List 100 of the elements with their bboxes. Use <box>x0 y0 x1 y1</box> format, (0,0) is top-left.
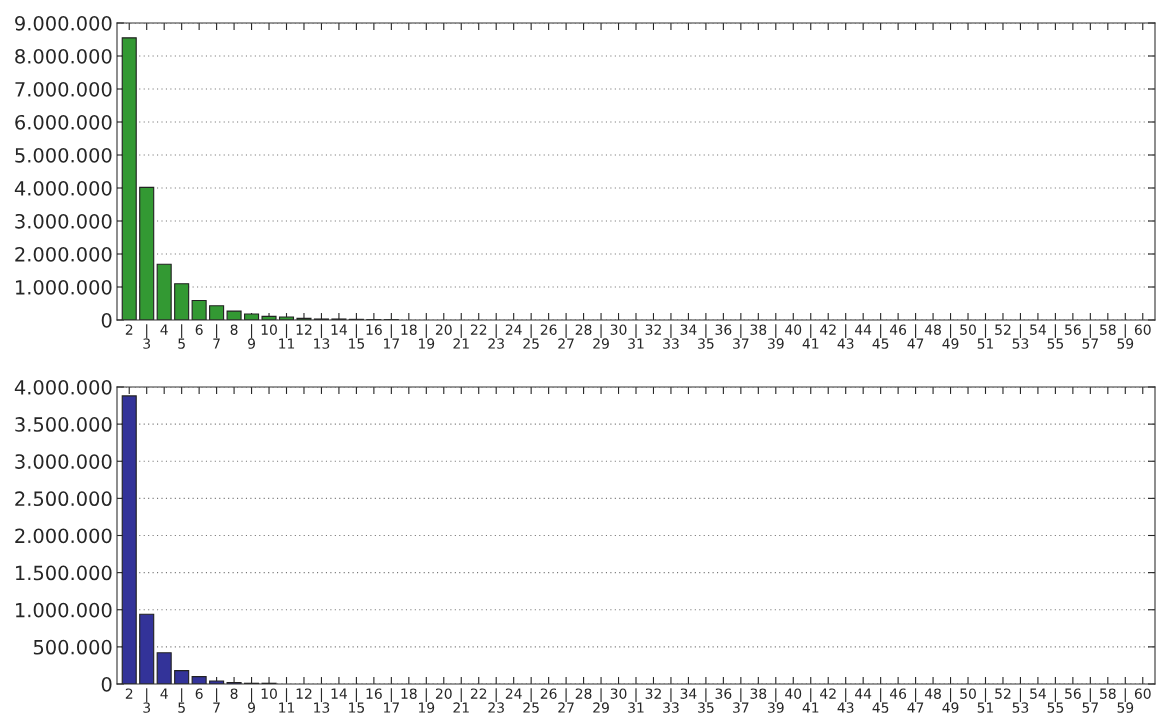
x-tick-label: 48 <box>924 324 941 335</box>
y-tick-label: 3.000.000 <box>15 213 112 229</box>
y-tick-label: 7.000.000 <box>15 81 112 97</box>
x-tick-label: | 59 <box>1117 688 1134 713</box>
x-tick-label: 58 <box>1100 688 1116 699</box>
x-tick-label: 40 <box>785 324 802 335</box>
x-tick-label: | 55 <box>1047 688 1064 713</box>
x-tick-label: | 39 <box>768 688 784 713</box>
x-tick-label: 26 <box>540 324 557 335</box>
x-tick-label: 32 <box>645 688 661 699</box>
x-tick-label: 56 <box>1065 324 1081 335</box>
x-tick-label: 50 <box>960 688 976 699</box>
y-tick-label: 500.000 <box>33 639 112 655</box>
y-tick-label: 3.500.000 <box>15 417 112 432</box>
x-tick-label: | 47 <box>907 688 924 713</box>
x-tick-label: | 41 <box>802 688 819 713</box>
y-tick-label: 1.000.000 <box>16 279 112 295</box>
x-tick-label: 10 <box>261 688 277 699</box>
x-tick-label: 30 <box>610 688 627 699</box>
x-tick-label: 52 <box>995 688 1011 699</box>
x-tick-label: 8 <box>230 324 238 335</box>
x-tick-label: 46 <box>889 688 907 699</box>
x-tick-label: | 35 <box>698 688 714 713</box>
x-tick-label: | 11 <box>279 688 295 713</box>
x-tick-label: 22 <box>470 688 487 699</box>
x-tick-label: | 35 <box>698 324 714 349</box>
x-tick-label: 28 <box>575 324 592 335</box>
x-tick-label: | 27 <box>558 688 574 713</box>
x-tick-label: 26 <box>540 688 557 699</box>
x-tick-label: | 7 <box>213 324 220 349</box>
x-tick-label: | 17 <box>384 324 399 349</box>
x-tick-label: | 51 <box>977 324 994 349</box>
x-tick-label: 18 <box>401 688 417 699</box>
x-tick-label: | 49 <box>942 688 959 713</box>
x-tick-label: 30 <box>610 324 627 335</box>
y-tick-label: 5.000.000 <box>15 147 112 163</box>
x-tick-label: | 39 <box>768 324 784 349</box>
x-tick-label: | 41 <box>802 324 819 349</box>
x-tick-label: | 53 <box>1012 324 1029 349</box>
x-tick-label: 24 <box>505 688 522 699</box>
x-tick-label: 16 <box>366 688 382 699</box>
x-tick-label: 24 <box>505 324 522 335</box>
y-tick-label: 6.000.000 <box>15 114 112 130</box>
x-tick-label: | 13 <box>314 324 330 349</box>
x-tick-label: | 21 <box>453 324 469 349</box>
x-tick-label: | 55 <box>1047 324 1064 349</box>
x-tick-label: 60 <box>1134 324 1151 335</box>
x-tick-label: 36 <box>715 324 732 335</box>
y-tick-label: 2.000.000 <box>15 246 112 262</box>
y-tick-label: 4.000.000 <box>14 180 112 196</box>
y-tick-label: 2.000.000 <box>15 528 112 544</box>
x-tick-label: 6 <box>195 324 203 335</box>
x-tick-label: | 49 <box>942 324 959 349</box>
x-tick-label: 36 <box>715 688 732 699</box>
x-tick-label: | 37 <box>733 688 749 713</box>
x-tick-label: 38 <box>750 688 767 699</box>
y-tick-label: 1.500.000 <box>16 565 112 581</box>
x-tick-label: | 53 <box>1012 688 1029 713</box>
y-tick-label: 0 <box>101 676 112 692</box>
x-tick-label: 2 <box>125 688 133 699</box>
x-tick-label: 20 <box>435 688 452 699</box>
x-tick-label: | 51 <box>977 688 994 713</box>
x-tick-label: 44 <box>855 688 872 699</box>
x-tick-label: | 23 <box>488 688 504 713</box>
x-tick-label: | 21 <box>453 688 469 713</box>
x-tick-label: | 47 <box>907 324 924 349</box>
x-tick-label: | 43 <box>837 324 854 349</box>
x-tick-label: 50 <box>960 324 976 335</box>
x-tick-label: | 57 <box>1082 688 1098 713</box>
x-tick-label: | 25 <box>523 324 539 349</box>
x-tick-label: 20 <box>435 324 452 335</box>
x-tick-label: | 7 <box>213 688 220 713</box>
x-tick-label: | 5 <box>178 324 185 349</box>
x-tick-label: | 19 <box>418 688 435 713</box>
x-tick-label: 10 <box>261 324 277 335</box>
x-tick-label: | 15 <box>349 688 365 713</box>
x-tick-label: | 17 <box>384 688 399 713</box>
x-tick-label: | 3 <box>143 324 151 349</box>
x-tick-label: 4 <box>160 324 168 335</box>
x-tick-label: | 13 <box>314 688 330 713</box>
x-tick-label: 14 <box>331 324 347 335</box>
x-tick-label: 44 <box>855 324 872 335</box>
x-tick-label: 48 <box>924 688 941 699</box>
x-tick-label: 28 <box>575 688 592 699</box>
x-tick-label: | 45 <box>872 688 889 713</box>
x-tick-label: | 9 <box>248 324 255 349</box>
x-tick-label: | 33 <box>663 324 679 349</box>
x-tick-label: | 25 <box>523 688 539 713</box>
x-tick-label: | 59 <box>1117 324 1134 349</box>
x-tick-label: 42 <box>820 688 836 699</box>
x-tick-label: 42 <box>820 324 836 335</box>
x-tick-label: 54 <box>1030 324 1046 335</box>
x-tick-label: 56 <box>1065 688 1081 699</box>
y-tick-label: 2.500.000 <box>15 491 112 507</box>
x-tick-label: 46 <box>889 324 907 335</box>
x-tick-label: | 31 <box>628 688 644 713</box>
x-tick-label: 54 <box>1030 688 1046 699</box>
y-tick-label: 9.000.000 <box>15 15 112 31</box>
x-tick-label: 8 <box>230 688 238 699</box>
x-tick-label: 4 <box>160 688 168 699</box>
